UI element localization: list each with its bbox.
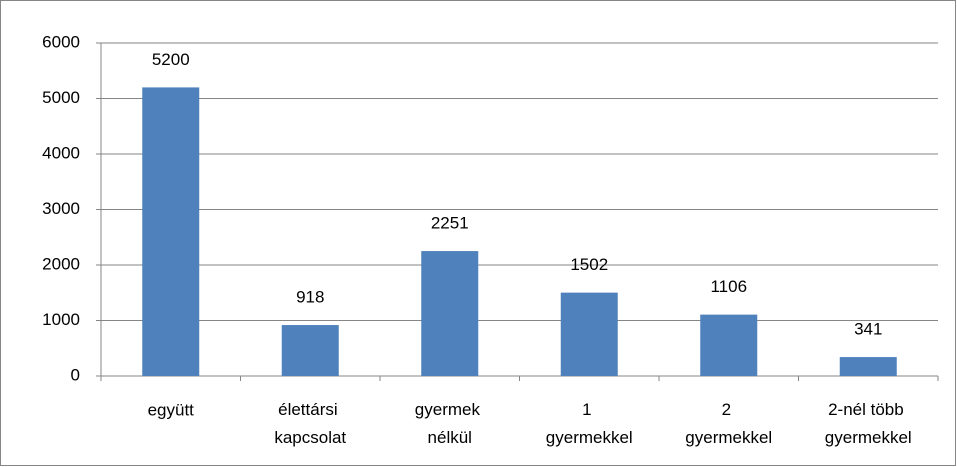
y-tick-label: 1000 bbox=[42, 310, 80, 329]
x-tick-label: 2 gyermekkel bbox=[685, 400, 772, 447]
bar bbox=[839, 357, 897, 376]
data-label: 1106 bbox=[710, 277, 747, 296]
y-tick-label: 2000 bbox=[42, 254, 80, 273]
data-label: 2251 bbox=[431, 214, 469, 233]
data-label: 918 bbox=[296, 288, 324, 307]
bar bbox=[421, 251, 479, 376]
y-tick-label: 3000 bbox=[42, 199, 80, 218]
x-tick-label: gyermek nélkül bbox=[415, 400, 485, 447]
y-tick-label: 0 bbox=[71, 365, 80, 384]
x-tick-label: 1 gyermekkel bbox=[546, 400, 633, 447]
x-tick-label: 2-nél több gyermekkel bbox=[825, 400, 912, 447]
data-label: 5200 bbox=[152, 50, 190, 69]
data-label: 341 bbox=[854, 320, 882, 339]
x-tick-label: együtt bbox=[148, 400, 195, 419]
y-tick-label: 5000 bbox=[42, 88, 80, 107]
bar bbox=[142, 87, 200, 377]
bar bbox=[560, 292, 618, 376]
bar bbox=[700, 314, 758, 376]
y-tick-label: 6000 bbox=[42, 32, 80, 51]
bar bbox=[281, 325, 339, 376]
y-tick-label: 4000 bbox=[42, 143, 80, 162]
data-label: 1502 bbox=[570, 255, 608, 274]
x-tick-label: élettársi kapcsolat bbox=[274, 400, 346, 447]
